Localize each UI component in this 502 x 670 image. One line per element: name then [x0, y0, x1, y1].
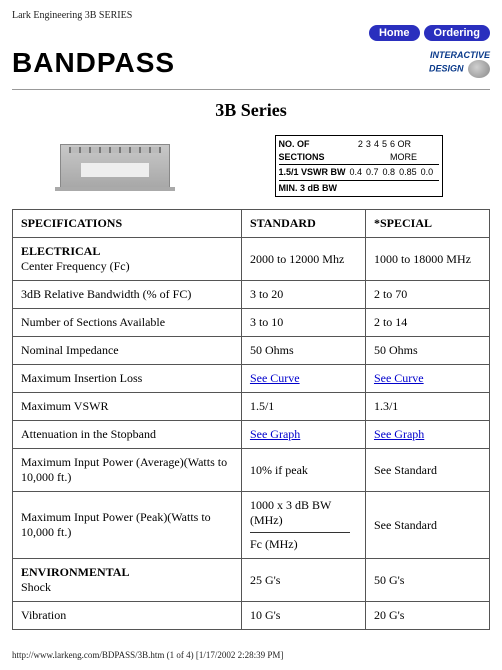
spec-cell: Nominal Impedance: [13, 337, 242, 365]
spec-cell: Maximum Input Power (Average)(Watts to 1…: [13, 449, 242, 492]
special-cell: 1.3/1: [365, 393, 489, 421]
see-link[interactable]: See Curve: [374, 371, 424, 385]
standard-cell: See Curve: [241, 365, 365, 393]
page-top-label: Lark Engineering 3B SERIES: [12, 10, 490, 21]
table-row: Vibration10 G's20 G's: [13, 602, 490, 630]
spec-box-row2-label: 1.5/1 VSWR BW: [279, 166, 346, 179]
see-link[interactable]: See Graph: [250, 427, 300, 441]
special-cell: 50 G's: [365, 559, 489, 602]
standard-cell: 3 to 20: [241, 281, 365, 309]
spec-cell: ENVIRONMENTALShock: [13, 559, 242, 602]
spec-cell: Attenuation in the Stopband: [13, 421, 242, 449]
interactive-line2: DESIGN: [429, 60, 490, 78]
special-cell: See Graph: [365, 421, 489, 449]
standard-cell: 10% if peak: [241, 449, 365, 492]
special-cell: 2 to 70: [365, 281, 489, 309]
figure-row: NO. OF SECTIONS 2 3 4 5 6 OR MORE 1.5/1 …: [12, 135, 490, 197]
standard-cell: 1000 x 3 dB BW (MHz)Fc (MHz): [241, 492, 365, 559]
special-cell: 20 G's: [365, 602, 489, 630]
th-standard: STANDARD: [241, 210, 365, 238]
standard-cell: 3 to 10: [241, 309, 365, 337]
standard-cell: 10 G's: [241, 602, 365, 630]
table-row: Maximum Insertion Loss See Curve See Curve: [13, 365, 490, 393]
ordering-button[interactable]: Ordering: [424, 25, 490, 41]
sections-spec-box: NO. OF SECTIONS 2 3 4 5 6 OR MORE 1.5/1 …: [275, 135, 443, 197]
footer-url: http://www.larkeng.com/BDPASS/3B.htm (1 …: [12, 650, 490, 660]
spec-box-row3: MIN. 3 dB BW: [279, 181, 439, 195]
home-button[interactable]: Home: [369, 25, 420, 41]
standard-cell: See Graph: [241, 421, 365, 449]
special-cell: 50 Ohms: [365, 337, 489, 365]
spec-cell: Maximum Insertion Loss: [13, 365, 242, 393]
standard-cell: 2000 to 12000 Mhz: [241, 238, 365, 281]
see-link[interactable]: See Curve: [250, 371, 300, 385]
table-row: Attenuation in the Stopband See Graph See …: [13, 421, 490, 449]
spec-cell: Vibration: [13, 602, 242, 630]
table-row: 3dB Relative Bandwidth (% of FC)3 to 202…: [13, 281, 490, 309]
table-row: Maximum Input Power (Average)(Watts to 1…: [13, 449, 490, 492]
spec-box-row1-label: NO. OF SECTIONS: [279, 138, 355, 163]
th-specifications: SPECIFICATIONS: [13, 210, 242, 238]
spec-cell: ELECTRICALCenter Frequency (Fc): [13, 238, 242, 281]
special-cell: 1000 to 18000 MHz: [365, 238, 489, 281]
series-title: 3B Series: [12, 100, 490, 121]
table-row: Maximum VSWR1.5/11.3/1: [13, 393, 490, 421]
specifications-table: SPECIFICATIONS STANDARD *SPECIAL ELECTRI…: [12, 209, 490, 630]
globe-icon: [468, 60, 490, 78]
see-link[interactable]: See Graph: [374, 427, 424, 441]
spec-cell: 3dB Relative Bandwidth (% of FC): [13, 281, 242, 309]
table-row: Maximum Input Power (Peak)(Watts to 10,0…: [13, 492, 490, 559]
interactive-line1: INTERACTIVE: [429, 50, 490, 60]
special-cell: 2 to 14: [365, 309, 489, 337]
table-row: Nominal Impedance50 Ohms50 Ohms: [13, 337, 490, 365]
nav-row: Home Ordering: [12, 25, 490, 41]
standard-cell: 50 Ohms: [241, 337, 365, 365]
table-row: Number of Sections Available3 to 102 to …: [13, 309, 490, 337]
spec-cell: Maximum Input Power (Peak)(Watts to 10,0…: [13, 492, 242, 559]
product-image: [60, 144, 170, 188]
special-cell: See Curve: [365, 365, 489, 393]
standard-cell: 1.5/1: [241, 393, 365, 421]
special-cell: See Standard: [365, 449, 489, 492]
spec-cell: Number of Sections Available: [13, 309, 242, 337]
th-special: *SPECIAL: [365, 210, 489, 238]
bandpass-title: BANDPASS: [12, 47, 175, 79]
interactive-design-logo: INTERACTIVE DESIGN: [429, 50, 490, 78]
special-cell: See Standard: [365, 492, 489, 559]
header-row: BANDPASS INTERACTIVE DESIGN: [12, 43, 490, 85]
table-row: ELECTRICALCenter Frequency (Fc)2000 to 1…: [13, 238, 490, 281]
table-row: ENVIRONMENTALShock25 G's50 G's: [13, 559, 490, 602]
divider: [12, 89, 490, 90]
spec-cell: Maximum VSWR: [13, 393, 242, 421]
standard-cell: 25 G's: [241, 559, 365, 602]
